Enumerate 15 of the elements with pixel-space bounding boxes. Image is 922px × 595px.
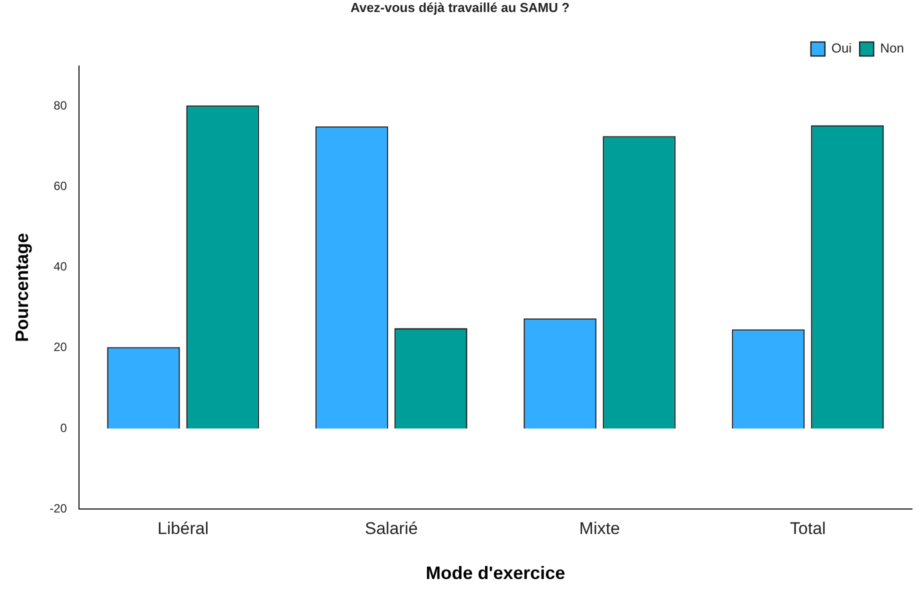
- y-tick-label: 20: [54, 340, 68, 354]
- y-axis-title: Pourcentage: [12, 232, 32, 342]
- y-tick-label: 60: [54, 179, 68, 194]
- x-tick-label: Salarié: [364, 518, 418, 538]
- legend-title: Avez-vous déjà travaillé au SAMU ?: [350, 0, 570, 16]
- x-tick-label: Mixte: [579, 518, 620, 538]
- x-tick-label: Libéral: [158, 518, 209, 538]
- y-tick-label: 40: [54, 260, 68, 274]
- x-tick-label: Total: [790, 518, 826, 538]
- legend-label: Oui: [831, 40, 852, 56]
- x-axis-title: Mode d'exercice: [426, 563, 566, 584]
- y-tick-label: 80: [54, 98, 68, 113]
- legend-label: Non: [880, 40, 904, 56]
- y-tick-label: 0: [60, 420, 68, 435]
- y-tick-label: -20: [50, 501, 68, 516]
